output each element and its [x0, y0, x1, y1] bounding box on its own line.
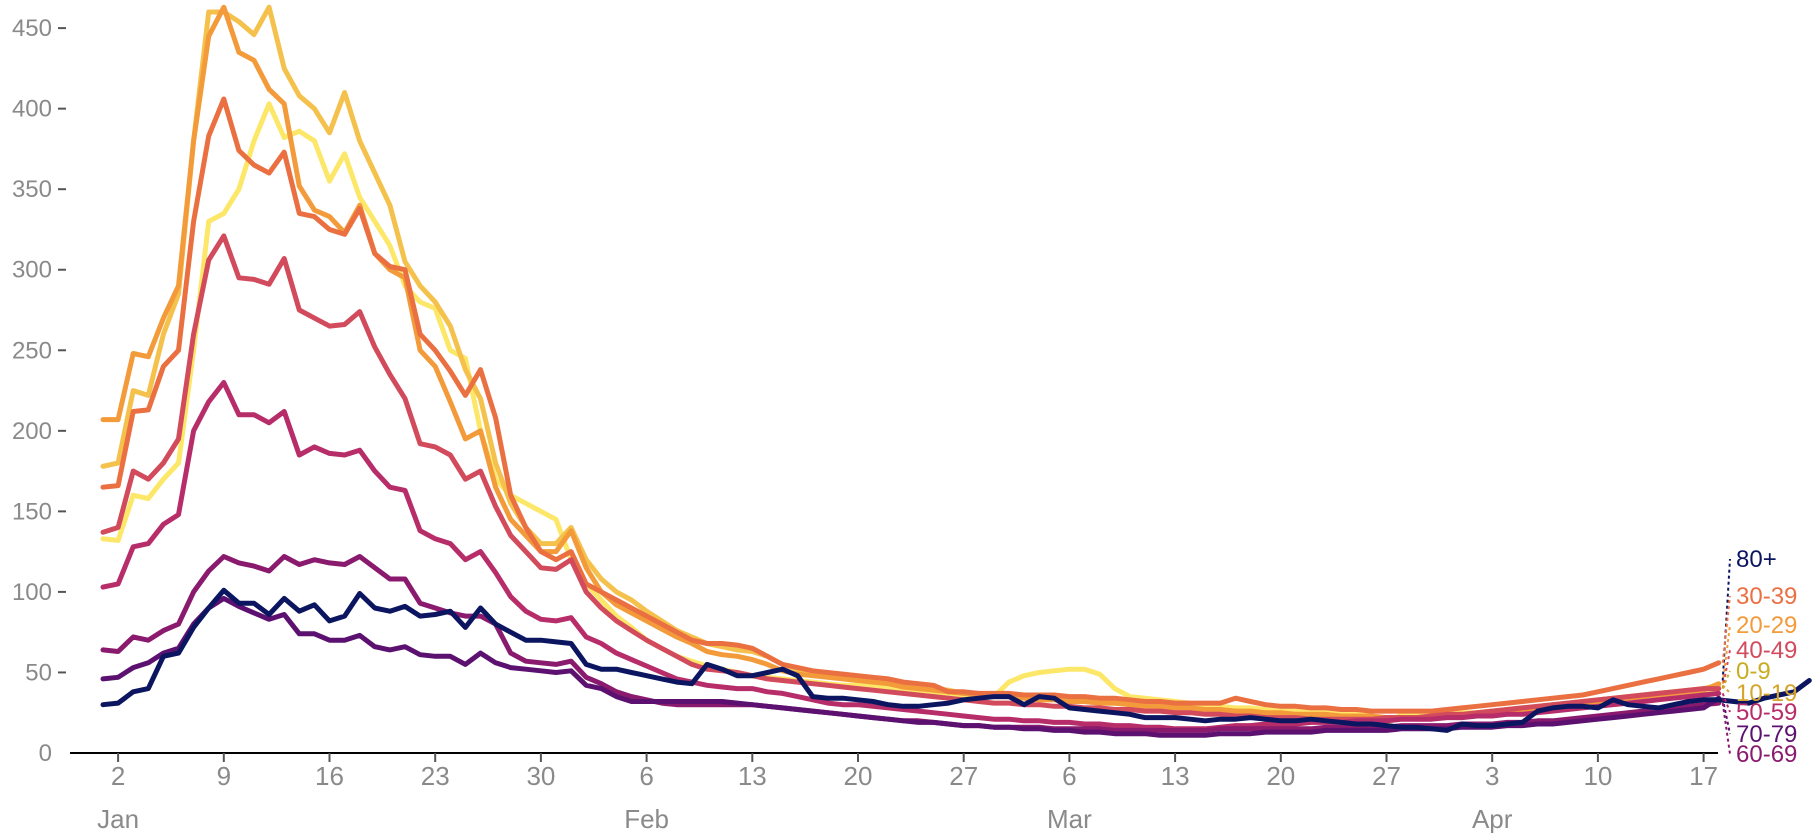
x-tick-label: 13: [1161, 761, 1190, 791]
legend-label-50-59: 50-59: [1736, 699, 1797, 726]
legend-label-60-69: 60-69: [1736, 741, 1797, 768]
y-tick-label: 150: [12, 498, 52, 525]
legend-label-40-49: 40-49: [1736, 637, 1797, 664]
x-tick-label: 6: [639, 761, 653, 791]
x-tick-label: 20: [844, 761, 873, 791]
series-line-30-39: [100, 96, 1722, 714]
x-tick-label: 13: [738, 761, 767, 791]
x-month-label: Apr: [1472, 804, 1513, 833]
series-line-0-9: [100, 101, 1722, 727]
series-line-80+: [100, 587, 1812, 733]
legend-connector: [1721, 558, 1731, 681]
legend-connector: [1721, 649, 1731, 689]
x-tick-label: 27: [1372, 761, 1401, 791]
x-tick-label: 23: [421, 761, 450, 791]
legend-label-80+: 80+: [1736, 546, 1777, 573]
legend-label-10-19: 10-19: [1736, 680, 1797, 707]
y-tick-label: 350: [12, 176, 52, 203]
legend-label-0-9: 0-9: [1736, 658, 1771, 685]
series-line-50-59: [100, 380, 1722, 732]
legend-connector: [1721, 624, 1731, 684]
legend-connector: [1721, 698, 1731, 735]
legend-label-30-39: 30-39: [1736, 583, 1797, 610]
y-tick-label: 400: [12, 96, 52, 123]
x-tick-label: 20: [1266, 761, 1295, 791]
y-tick-label: 0: [39, 740, 52, 767]
x-tick-label: 6: [1062, 761, 1076, 791]
x-tick-label: 27: [949, 761, 978, 791]
legend: 80+ 30-3920-2940-490-910-1950-5970-7960-6…: [1721, 546, 1797, 768]
y-tick-label: 250: [12, 337, 52, 364]
x-month-label: Feb: [624, 804, 669, 833]
y-tick-label: 300: [12, 257, 52, 284]
legend-label-20-29: 20-29: [1736, 612, 1797, 639]
x-tick-label: 10: [1583, 761, 1612, 791]
series-lines: [100, 4, 1812, 738]
x-month-label: Jan: [97, 804, 139, 833]
x-month-label: Mar: [1047, 804, 1092, 833]
x-tick-label: 9: [217, 761, 231, 791]
x-tick-label: 17: [1689, 761, 1718, 791]
x-tick-label: 30: [526, 761, 555, 791]
x-tick-label: 2: [111, 761, 125, 791]
y-tick-label: 450: [12, 15, 52, 42]
x-axis: 2 9 16 23 30 6 13 20 27 6 13 20 27 3 10 17 Jan Feb Mar Apr: [70, 752, 1718, 833]
y-tick-label: 100: [12, 579, 52, 606]
x-tick-label: 3: [1485, 761, 1499, 791]
legend-label-70-79: 70-79: [1736, 721, 1797, 748]
x-tick-label: 16: [315, 761, 344, 791]
y-axis: 0 50 100 150 200 250 300 350 400 450: [12, 15, 66, 767]
legend-connector: [1721, 702, 1731, 755]
y-tick-label: 50: [25, 659, 52, 686]
y-tick-label: 200: [12, 418, 52, 445]
legend-connector: [1721, 684, 1731, 694]
series-line-40-49: [100, 233, 1722, 722]
legend-connector: [1721, 595, 1731, 663]
